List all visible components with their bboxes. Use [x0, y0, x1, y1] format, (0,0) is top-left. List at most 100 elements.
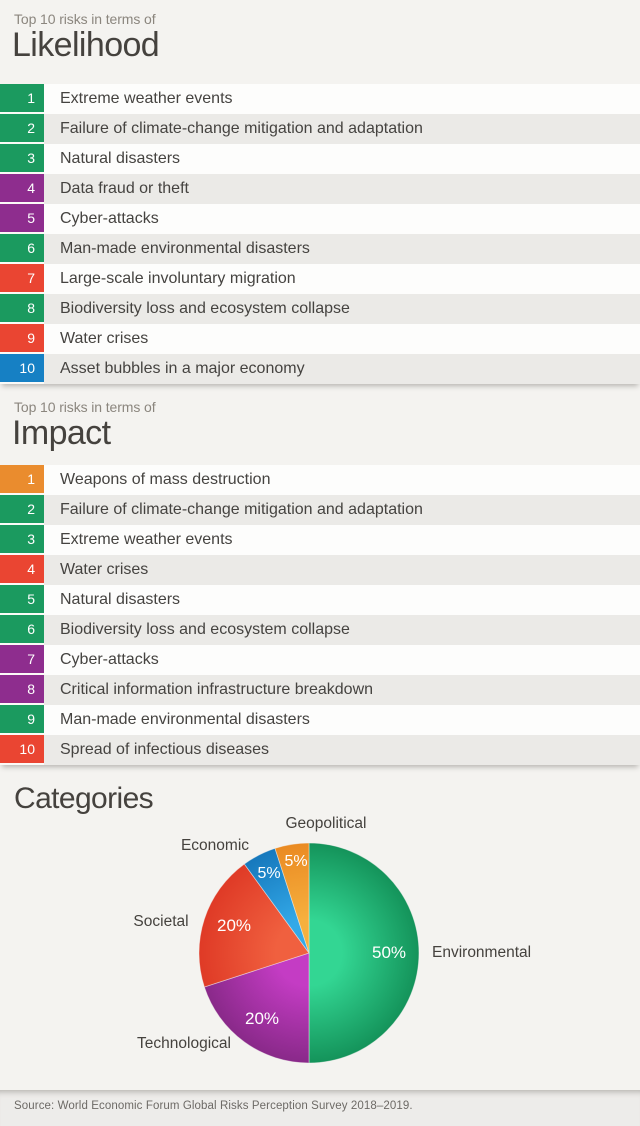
risk-row: 1 Extreme weather events	[0, 84, 640, 114]
rank-badge: 3	[0, 144, 44, 174]
pie-pct-environmental: 50%	[371, 943, 407, 962]
rank-badge: 10	[0, 354, 44, 384]
pie-label-technological: Technological	[137, 1035, 231, 1052]
risk-label: Man-made environmental disasters	[60, 711, 310, 728]
rank-number: 2	[27, 120, 35, 136]
rank-badge: 9	[0, 705, 44, 735]
risk-row: 4 Data fraud or theft	[0, 174, 640, 204]
rank-badge: 3	[0, 525, 44, 555]
risk-row: 8 Critical information infrastructure br…	[0, 675, 640, 705]
risk-row: 9 Man-made environmental disasters	[0, 705, 640, 735]
risk-row: 5 Natural disasters	[0, 585, 640, 615]
pie-pct-economic: 5%	[257, 865, 281, 882]
risk-label: Cyber-attacks	[60, 210, 159, 227]
rank-badge: 1	[0, 465, 44, 495]
rank-badge: 4	[0, 174, 44, 204]
rank-badge: 5	[0, 585, 44, 615]
pie-pct-geopolitical: 5%	[284, 853, 308, 870]
rank-badge: 2	[0, 495, 44, 525]
risk-row: 4 Water crises	[0, 555, 640, 585]
risk-row: 6 Man-made environmental disasters	[0, 234, 640, 264]
rank-number: 4	[27, 561, 35, 577]
rank-number: 10	[19, 360, 35, 376]
risk-row: 3 Natural disasters	[0, 144, 640, 174]
risk-row: 7 Cyber-attacks	[0, 645, 640, 675]
risk-label: Biodiversity loss and ecosystem collapse	[60, 300, 350, 317]
impact-eyebrow: Top 10 risks in terms of	[14, 399, 156, 415]
likelihood-eyebrow: Top 10 risks in terms of	[14, 11, 156, 27]
risk-row: 5 Cyber-attacks	[0, 204, 640, 234]
rank-badge: 8	[0, 675, 44, 705]
rank-number: 2	[27, 501, 35, 517]
risk-row: 10 Spread of infectious diseases	[0, 735, 640, 765]
rank-badge: 7	[0, 264, 44, 294]
rank-number: 1	[27, 471, 35, 487]
rank-number: 7	[27, 651, 35, 667]
rank-number: 5	[27, 210, 35, 226]
risk-row: 1 Weapons of mass destruction	[0, 465, 640, 495]
risk-row: 7 Large-scale involuntary migration	[0, 264, 640, 294]
risk-label: Man-made environmental disasters	[60, 240, 310, 257]
risk-row: 10 Asset bubbles in a major economy	[0, 354, 640, 384]
rank-number: 6	[27, 621, 35, 637]
rank-badge: 6	[0, 234, 44, 264]
pie-svg	[199, 843, 419, 1063]
risk-label: Extreme weather events	[60, 90, 233, 107]
risk-label: Failure of climate-change mitigation and…	[60, 120, 423, 137]
rank-badge: 5	[0, 204, 44, 234]
rank-badge: 6	[0, 615, 44, 645]
pie-label-societal: Societal	[133, 913, 189, 930]
impact-list: 1 Weapons of mass destruction 2 Failure …	[0, 465, 640, 765]
pie-label-economic: Economic	[180, 837, 250, 854]
risk-row: 6 Biodiversity loss and ecosystem collap…	[0, 615, 640, 645]
pie-slice-geopolitical	[274, 843, 310, 954]
rank-number: 9	[27, 330, 35, 346]
risk-label: Failure of climate-change mitigation and…	[60, 501, 423, 518]
risk-label: Extreme weather events	[60, 531, 233, 548]
rank-badge: 8	[0, 294, 44, 324]
rank-number: 6	[27, 240, 35, 256]
risk-label: Water crises	[60, 330, 149, 347]
rank-badge: 2	[0, 114, 44, 144]
risk-label: Spread of infectious diseases	[60, 741, 270, 758]
pie-pct-societal: 20%	[216, 916, 252, 935]
footer: Source: World Economic Forum Global Risk…	[0, 1090, 640, 1126]
risk-label: Weapons of mass destruction	[60, 471, 271, 488]
rank-number: 4	[27, 180, 35, 196]
rank-number: 5	[27, 591, 35, 607]
rank-badge: 9	[0, 324, 44, 354]
risk-label: Natural disasters	[60, 150, 181, 167]
categories-title: Categories	[14, 782, 154, 815]
risk-label: Critical information infrastructure brea…	[60, 681, 374, 698]
rank-number: 7	[27, 270, 35, 286]
rank-badge: 4	[0, 555, 44, 585]
pie-label-geopolitical: Geopolitical	[285, 815, 367, 832]
risk-row: 8 Biodiversity loss and ecosystem collap…	[0, 294, 640, 324]
risk-label: Water crises	[60, 561, 149, 578]
rank-number: 8	[27, 300, 35, 316]
pie-pct-technological: 20%	[244, 1009, 280, 1028]
rank-number: 9	[27, 711, 35, 727]
risk-row: 3 Extreme weather events	[0, 525, 640, 555]
risk-label: Large-scale involuntary migration	[60, 270, 296, 287]
likelihood-list: 1 Extreme weather events 2 Failure of cl…	[0, 84, 640, 384]
risk-label: Biodiversity loss and ecosystem collapse	[60, 621, 350, 638]
rank-number: 8	[27, 681, 35, 697]
rank-number: 3	[27, 150, 35, 166]
rank-badge: 7	[0, 645, 44, 675]
rank-number: 3	[27, 531, 35, 547]
risk-row: 2 Failure of climate-change mitigation a…	[0, 495, 640, 525]
pie-slice-technological	[203, 952, 310, 1063]
risk-label: Natural disasters	[60, 591, 181, 608]
source-note: Source: World Economic Forum Global Risk…	[14, 1100, 413, 1112]
risk-row: 2 Failure of climate-change mitigation a…	[0, 114, 640, 144]
pie-slice-societal	[199, 863, 310, 988]
rank-number: 10	[19, 741, 35, 757]
risk-label: Asset bubbles in a major economy	[60, 360, 305, 377]
rank-badge: 1	[0, 84, 44, 114]
rank-number: 1	[27, 90, 35, 106]
risk-label: Cyber-attacks	[60, 651, 159, 668]
impact-title: Impact	[12, 414, 111, 452]
risk-row: 9 Water crises	[0, 324, 640, 354]
